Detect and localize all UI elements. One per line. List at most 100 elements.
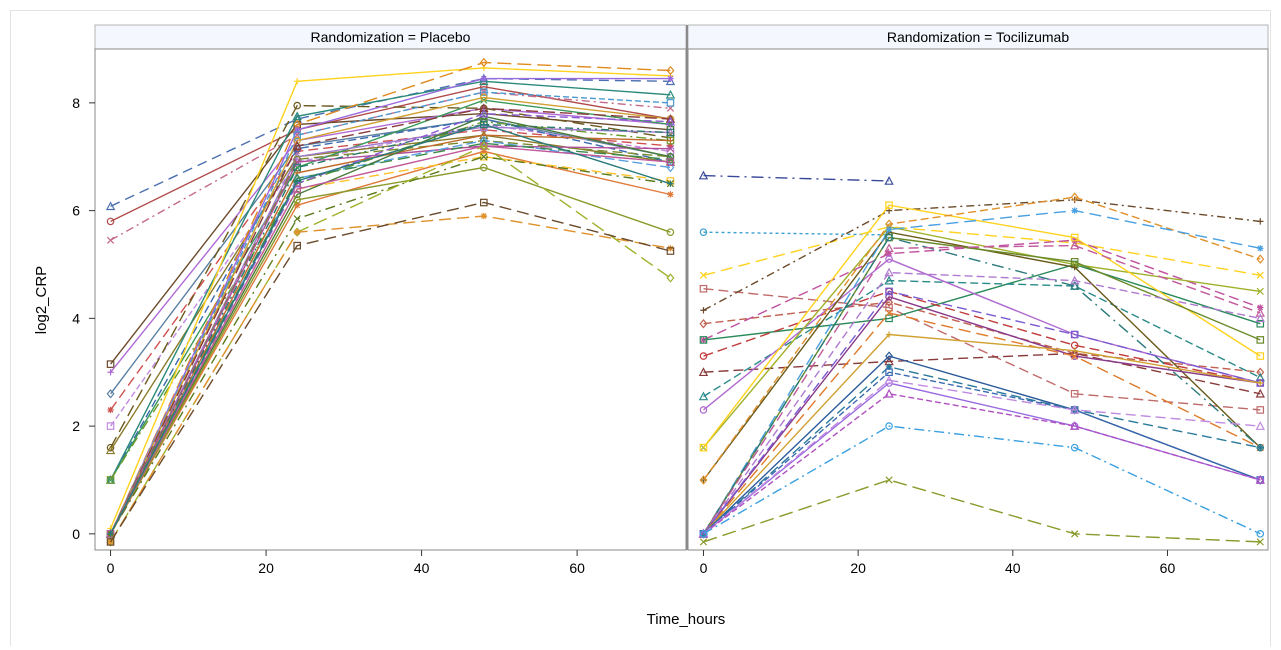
data-point-marker <box>106 389 115 399</box>
series-path <box>109 67 671 529</box>
data-point-marker <box>293 196 301 204</box>
data-point-marker <box>480 153 488 161</box>
series-line <box>700 196 1264 314</box>
series-path <box>703 301 1261 373</box>
series-path <box>703 425 1261 535</box>
series-line <box>699 476 1264 546</box>
data-point-marker <box>293 202 301 209</box>
data-point-marker <box>700 307 707 314</box>
data-point-marker <box>1070 348 1079 359</box>
data-point-marker <box>666 145 675 153</box>
data-point-marker <box>1256 530 1265 538</box>
x-tick-label: 60 <box>569 560 585 576</box>
series-group-placebo <box>105 57 676 547</box>
data-point-marker <box>105 201 116 211</box>
data-point-marker <box>293 78 301 85</box>
series-line <box>699 422 1265 538</box>
panel-title-placebo: Randomization = Placebo <box>311 29 471 45</box>
data-point-marker <box>479 141 488 151</box>
data-point-marker <box>1257 444 1264 451</box>
data-point-marker <box>666 152 675 162</box>
data-point-marker <box>1255 421 1265 430</box>
x-tick-label: 40 <box>414 560 430 576</box>
data-point-marker <box>885 351 894 361</box>
data-point-marker <box>884 176 894 185</box>
data-point-marker <box>699 319 708 329</box>
series-path <box>109 104 671 448</box>
panel-header-placebo <box>94 24 687 50</box>
data-point-marker <box>884 275 894 285</box>
data-point-marker <box>106 217 115 226</box>
data-point-marker <box>885 303 893 312</box>
series-path <box>109 115 671 535</box>
data-point-marker <box>480 82 488 91</box>
series-path <box>702 196 1261 481</box>
data-point-marker <box>1071 207 1078 214</box>
data-point-marker <box>699 443 708 452</box>
data-point-marker <box>1070 282 1079 290</box>
data-point-marker <box>479 108 489 118</box>
data-point-marker <box>1256 271 1264 279</box>
data-point-marker <box>1070 330 1079 339</box>
data-point-marker <box>105 445 116 455</box>
data-point-marker <box>885 233 893 242</box>
data-point-marker <box>666 228 675 236</box>
y-tick-label: 6 <box>72 203 80 219</box>
data-point-marker <box>292 140 302 150</box>
data-point-marker <box>1256 336 1265 344</box>
data-point-marker <box>667 75 674 82</box>
data-point-marker <box>1256 367 1265 377</box>
data-point-marker <box>700 530 707 538</box>
data-point-marker <box>293 131 301 139</box>
data-point-marker <box>480 121 488 128</box>
data-point-marker <box>479 122 489 131</box>
series-path <box>702 312 1261 535</box>
data-point-marker <box>107 530 114 538</box>
data-point-marker <box>1255 307 1265 317</box>
data-point-marker <box>665 114 676 123</box>
series-path <box>110 107 671 373</box>
data-point-marker <box>479 57 488 68</box>
x-tick-label: 20 <box>258 560 274 576</box>
data-point-marker <box>699 228 708 236</box>
series-path <box>702 226 1261 449</box>
data-point-marker <box>480 93 488 102</box>
data-point-marker <box>480 88 488 96</box>
x-ticks-placebo: 0 20 40 60 <box>107 550 585 576</box>
x-ticks-tocilizumab: 0 20 40 60 <box>700 550 1175 576</box>
series-path <box>702 244 1261 535</box>
data-point-marker <box>665 89 676 99</box>
series-path <box>109 96 671 535</box>
data-point-marker <box>698 367 709 377</box>
data-point-marker <box>1256 406 1265 414</box>
data-point-marker <box>1257 379 1264 387</box>
series-path <box>703 479 1261 543</box>
y-tick-label: 8 <box>72 95 80 111</box>
data-point-marker <box>884 267 894 277</box>
series-path <box>109 61 671 535</box>
series-path <box>703 379 1261 535</box>
data-point-marker <box>885 287 893 296</box>
series-path <box>702 204 1261 449</box>
data-point-marker <box>479 103 489 113</box>
series-path <box>703 263 1261 341</box>
data-point-marker <box>106 538 115 546</box>
data-point-marker <box>293 185 301 193</box>
data-point-marker <box>700 336 707 344</box>
data-point-marker <box>1071 352 1079 360</box>
data-point-marker <box>1256 254 1265 264</box>
series-path <box>702 333 1261 535</box>
series-path <box>109 123 671 535</box>
data-point-marker <box>885 226 893 233</box>
data-point-marker <box>667 142 674 150</box>
x-tick-label: 40 <box>1005 560 1021 576</box>
series-path <box>703 279 1261 398</box>
series-path <box>109 99 671 481</box>
series-path <box>110 215 671 543</box>
series-path <box>109 139 671 535</box>
y-tick-label: 4 <box>72 310 80 326</box>
data-point-marker <box>1070 257 1079 266</box>
data-point-marker <box>885 250 893 257</box>
series-path <box>109 123 671 535</box>
series-path <box>703 290 1261 384</box>
